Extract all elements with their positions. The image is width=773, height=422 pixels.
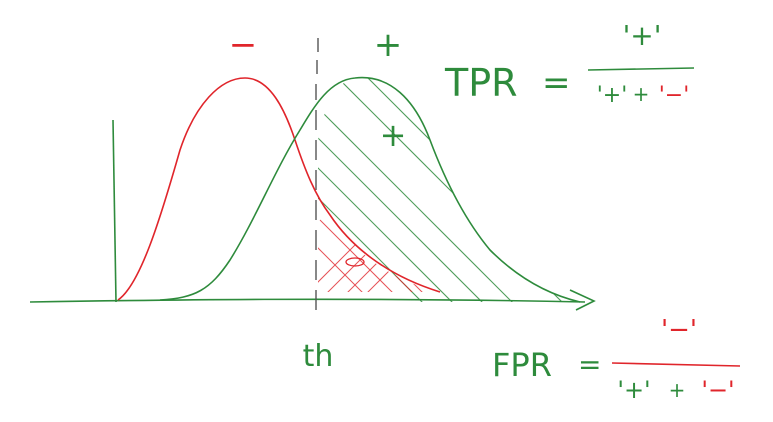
tpr-formula: TPR = '+' '+' + '−': [444, 19, 695, 108]
tpr-fraction-bar: [587, 67, 695, 71]
false-positive-crosshatch: [318, 219, 440, 292]
tpr-equals: =: [542, 63, 571, 103]
fpr-equals: =: [578, 348, 601, 381]
x-axis-arrow: [569, 289, 596, 311]
threshold-label: th: [303, 339, 334, 374]
fpr-denominator-plus: +: [669, 378, 686, 402]
fpr-formula: FPR = '−' '+' + '−': [492, 315, 741, 404]
tpr-name: TPR: [444, 61, 518, 105]
tpr-denominator-plus: +: [633, 82, 650, 106]
threshold-line: [315, 38, 319, 310]
fpr-fraction-bar: [611, 362, 741, 367]
fpr-numerator: '−': [661, 315, 697, 345]
tpr-denominator-left: '+': [597, 83, 628, 108]
fpr-denominator-left: '+': [617, 376, 650, 404]
x-axis: [29, 298, 586, 303]
positive-distribution-curve: [159, 76, 581, 303]
tpr-numerator: '+': [623, 19, 662, 52]
y-axis: [112, 119, 117, 303]
tpr-denominator-right: '−': [659, 83, 690, 108]
fpr-name: FPR: [492, 346, 552, 384]
fpr-denominator-right: '−': [701, 376, 734, 404]
positive-class-label: +: [374, 25, 403, 65]
negative-distribution-curve: [117, 77, 441, 301]
positive-area-label: +: [380, 116, 407, 154]
scribble-mark: [345, 257, 365, 267]
negative-class-label: −: [229, 25, 258, 65]
